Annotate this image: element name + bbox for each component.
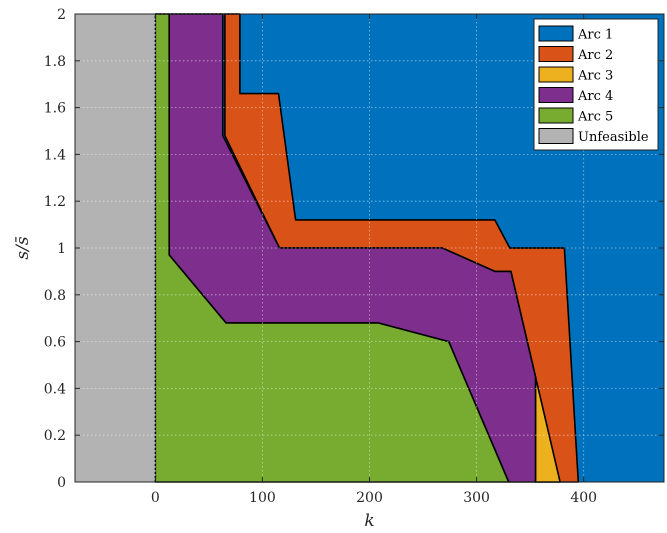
- legend-label-arc-4: Arc 4: [577, 89, 613, 104]
- y-tick-label: 1.2: [44, 194, 66, 210]
- y-tick-label: 0.2: [44, 428, 66, 444]
- y-axis-label: s/s̄: [13, 236, 33, 259]
- legend-swatch-unfeasible: [538, 128, 574, 144]
- y-tick-label: 1: [57, 241, 66, 257]
- legend-swatch-arc-3: [538, 66, 574, 83]
- legend-swatch-arc-4: [538, 87, 574, 103]
- ticks-layer: 0 100 200 300 400 0 0.2 0.4 0.6 0.8 1 1.2 1.4 1.6 1.8 2: [44, 7, 664, 506]
- x-tick-label: 100: [249, 490, 276, 506]
- x-tick-label: 0: [151, 490, 160, 506]
- legend-swatch-arc-2: [538, 46, 574, 62]
- legend-label-unfeasible: Unfeasible: [578, 130, 649, 145]
- x-tick-label: 300: [463, 490, 490, 506]
- legend-label-arc-5: Arc 5: [577, 110, 613, 125]
- y-tick-label: 1.4: [44, 147, 66, 163]
- x-tick-label: 200: [356, 490, 383, 506]
- legend-label-arc-2: Arc 2: [577, 48, 613, 63]
- y-tick-label: 0.8: [44, 288, 66, 304]
- y-tick-label: 0.6: [44, 335, 66, 351]
- y-tick-label: 1.6: [44, 101, 66, 117]
- y-tick-label: 0: [57, 475, 66, 491]
- x-tick-label: 400: [570, 490, 597, 506]
- x-axis-label: k: [364, 511, 374, 531]
- y-tick-label: 0.4: [44, 381, 66, 397]
- boundary-layer: [154, 13, 565, 482]
- legend-label-arc-3: Arc 3: [577, 69, 613, 84]
- legend-swatch-arc-1: [538, 25, 574, 42]
- legend-swatch-arc-5: [538, 107, 574, 124]
- y-tick-label: 2: [57, 7, 66, 23]
- legend-label-arc-1: Arc 1: [577, 28, 613, 43]
- legend: Arc 1 Arc 2 Arc 3 Arc 4 Arc 5 Unfeasible: [533, 18, 659, 151]
- y-tick-label: 1.8: [44, 54, 66, 70]
